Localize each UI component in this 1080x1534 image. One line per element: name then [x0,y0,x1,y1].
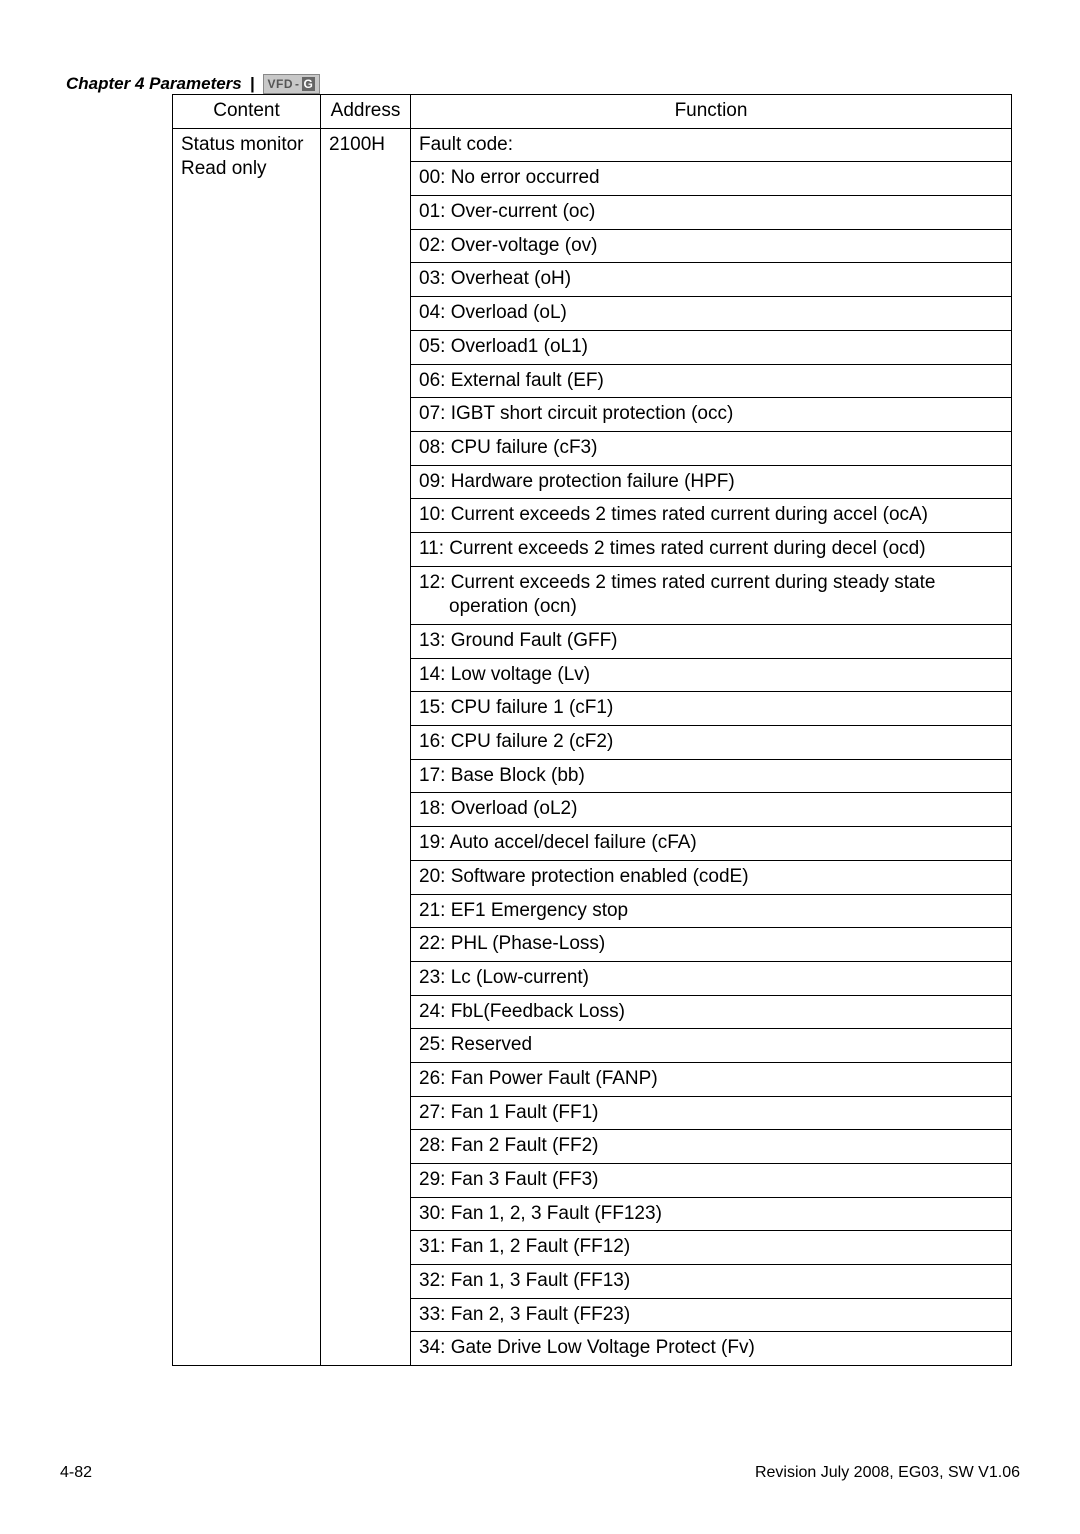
function-title-cell: Fault code: [411,128,1012,162]
logo-text-vfd: VFD [268,77,294,91]
function-cell: 33: Fan 2, 3 Fault (FF23) [411,1298,1012,1332]
header-function: Function [411,95,1012,129]
content-cell: Status monitorRead only [173,128,321,1365]
page-number: 4-82 [60,1464,92,1482]
function-cell: 15: CPU failure 1 (cF1) [411,692,1012,726]
function-cell: 18: Overload (oL2) [411,793,1012,827]
function-cell: 26: Fan Power Fault (FANP) [411,1062,1012,1096]
function-cell: 09: Hardware protection failure (HPF) [411,465,1012,499]
function-cell: 03: Overheat (oH) [411,263,1012,297]
chapter-label: Chapter 4 Parameters [66,74,242,94]
function-cell: 22: PHL (Phase-Loss) [411,928,1012,962]
function-cell: 21: EF1 Emergency stop [411,894,1012,928]
function-cell: 16: CPU failure 2 (cF2) [411,726,1012,760]
function-cell: 08: CPU failure (cF3) [411,431,1012,465]
function-cell: 20: Software protection enabled (codE) [411,860,1012,894]
logo-text-g: G [302,77,316,91]
function-cell: 31: Fan 1, 2 Fault (FF12) [411,1231,1012,1265]
page: Chapter 4 Parameters | VFD - G Content A… [0,0,1080,1534]
function-cell: 24: FbL(Feedback Loss) [411,995,1012,1029]
revision-text: Revision July 2008, EG03, SW V1.06 [755,1464,1020,1482]
header-content: Content [173,95,321,129]
function-cell: 19: Auto accel/decel failure (cFA) [411,827,1012,861]
function-cell: 32: Fan 1, 3 Fault (FF13) [411,1265,1012,1299]
function-cell: 05: Overload1 (oL1) [411,330,1012,364]
function-cell: 14: Low voltage (Lv) [411,658,1012,692]
function-cell: 13: Ground Fault (GFF) [411,625,1012,659]
function-cell: 34: Gate Drive Low Voltage Protect (Fv) [411,1332,1012,1366]
parameters-table: Content Address Function Status monitorR… [172,94,1012,1366]
function-cell: 02: Over-voltage (ov) [411,229,1012,263]
function-cell: 25: Reserved [411,1029,1012,1063]
table-header-row: Content Address Function [173,95,1012,129]
chapter-header: Chapter 4 Parameters | VFD - G [66,74,1020,94]
function-cell: 17: Base Block (bb) [411,759,1012,793]
function-cell: 00: No error occurred [411,162,1012,196]
function-cell: 10: Current exceeds 2 times rated curren… [411,499,1012,533]
header-address: Address [321,95,411,129]
function-cell: 23: Lc (Low-current) [411,961,1012,995]
function-cell: 30: Fan 1, 2, 3 Fault (FF123) [411,1197,1012,1231]
page-footer: 4-82 Revision July 2008, EG03, SW V1.06 [60,1464,1020,1482]
function-cell: 27: Fan 1 Fault (FF1) [411,1096,1012,1130]
function-cell: 28: Fan 2 Fault (FF2) [411,1130,1012,1164]
function-cell: 12: Current exceeds 2 times rated curren… [411,566,1012,624]
function-cell: 06: External fault (EF) [411,364,1012,398]
address-cell: 2100H [321,128,411,1365]
function-cell: 01: Over-current (oc) [411,196,1012,230]
vfd-logo: VFD - G [263,74,321,94]
function-cell: 04: Overload (oL) [411,297,1012,331]
function-cell: 07: IGBT short circuit protection (occ) [411,398,1012,432]
function-cell: 29: Fan 3 Fault (FF3) [411,1164,1012,1198]
table-row: Status monitorRead only2100HFault code: [173,128,1012,162]
function-cell: 11: Current exceeds 2 times rated curren… [411,532,1012,566]
